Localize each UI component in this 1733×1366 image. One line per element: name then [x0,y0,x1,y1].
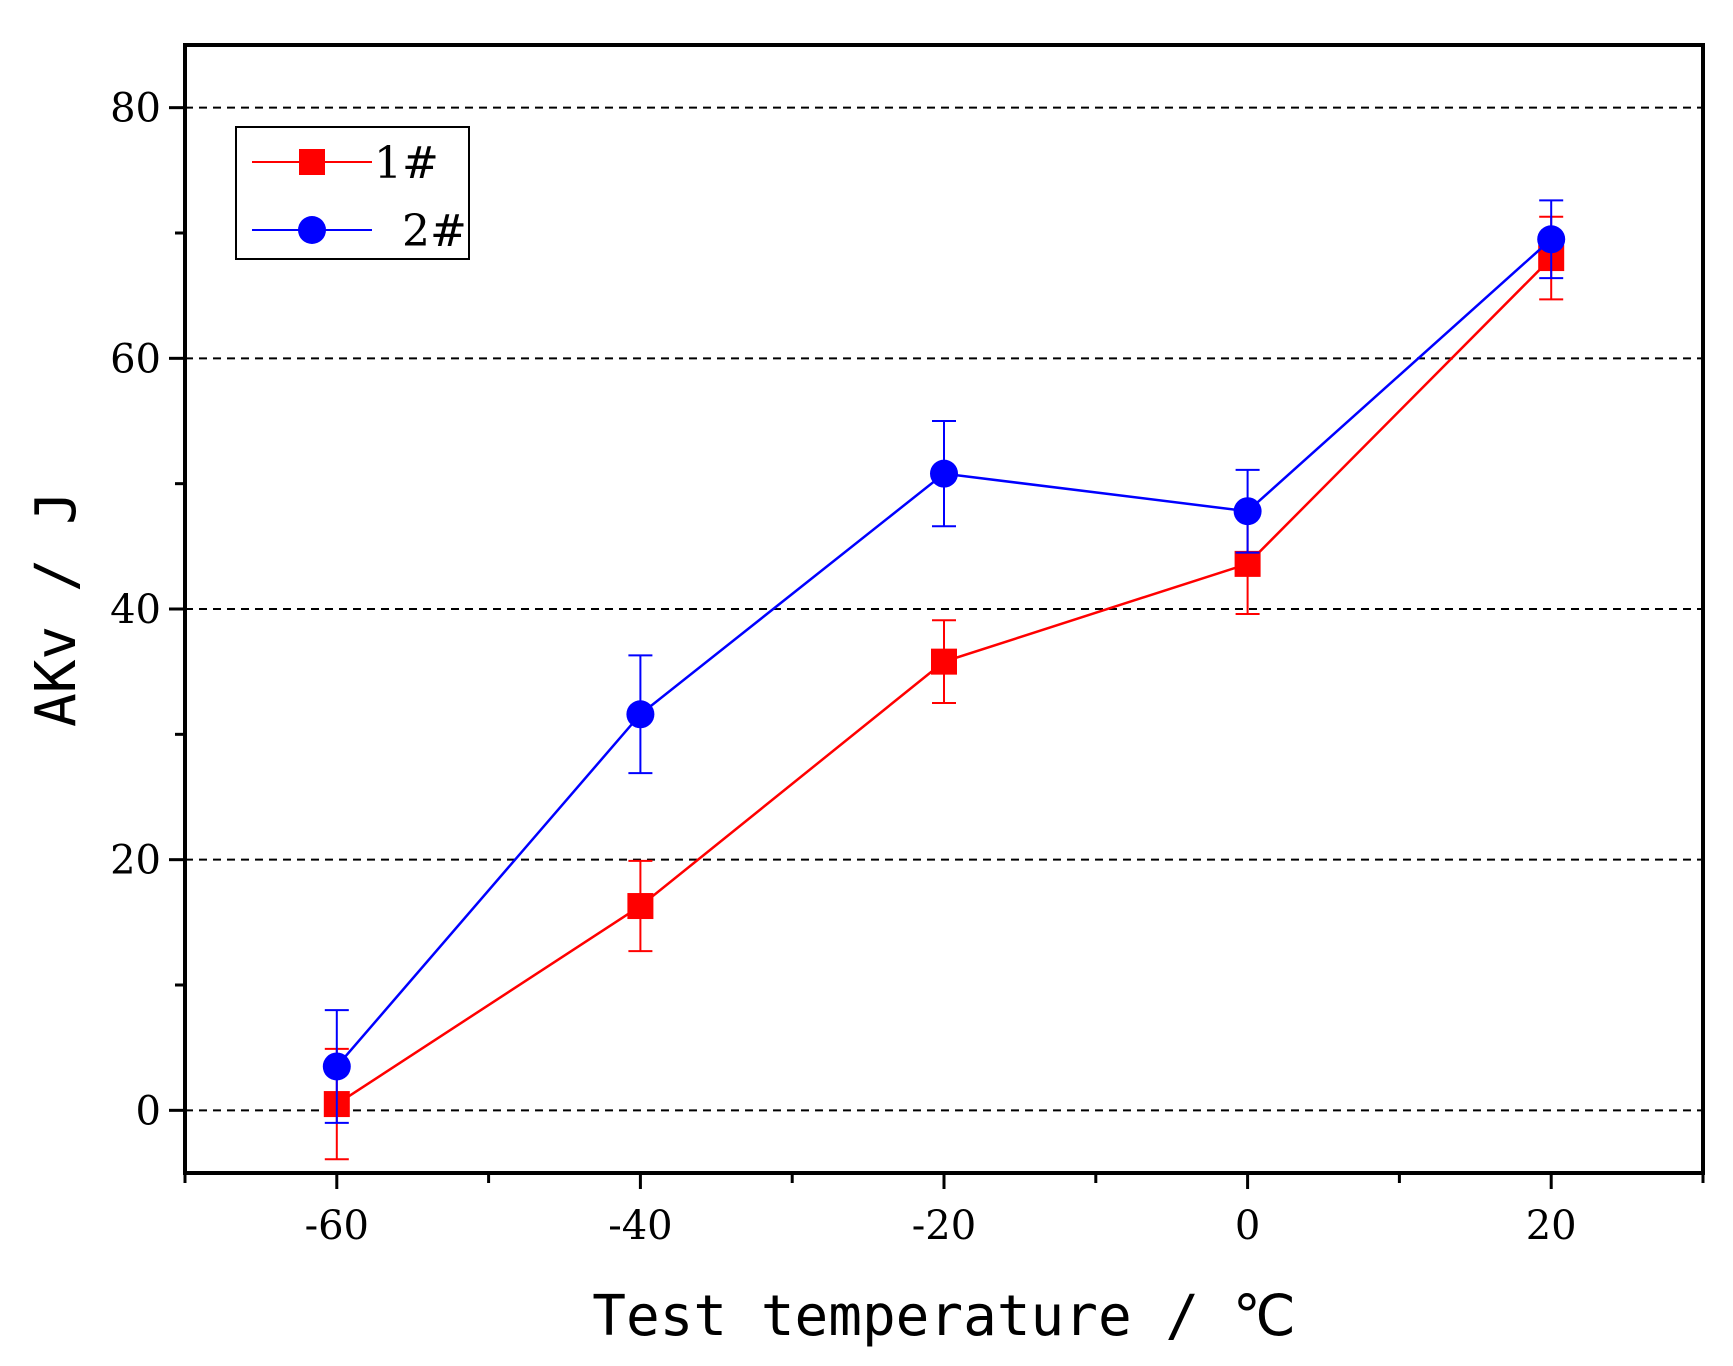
y-tick-labels: 0 20 40 60 80 [110,86,161,1135]
x-tick-label-1: -40 [608,1203,672,1249]
data-point-series-2-1 [626,700,655,729]
x-tick-label-2: -20 [912,1203,976,1249]
y-tick-label-3: 60 [110,336,161,382]
data-point-series-1-2 [931,648,957,675]
legend-marker-series-1 [299,149,325,175]
legend-box [235,126,470,260]
legend-label-series-1: 1# [374,138,439,189]
x-tick-labels: -60 -40 -20 0 20 [305,1203,1577,1249]
data-point-series-2-2 [930,459,958,488]
legend: 1# 2# [235,126,470,260]
y-axis-title: AKv / J [24,491,89,727]
x-tick-label-3: 0 [1235,1203,1260,1249]
x-tick-label-4: 20 [1526,1203,1577,1249]
plot-frame [183,43,1705,1175]
legend-label-series-2: 2# [402,206,467,257]
gridlines [185,106,1703,1112]
y-tick-label-4: 80 [110,86,161,132]
data-series [322,199,1566,1161]
legend-marker-series-2 [298,216,326,244]
axis-ticks [169,106,1705,1189]
data-point-series-2-3 [1233,497,1262,526]
y-tick-label-1: 20 [110,838,161,884]
series-2 [322,199,1566,1124]
y-tick-label-2: 40 [110,587,161,633]
data-point-series-2-0 [322,1052,351,1081]
data-point-series-1-1 [627,893,654,920]
x-tick-label-0: -60 [305,1203,369,1249]
data-point-series-2-4 [1537,225,1566,254]
data-point-series-1-3 [1234,550,1261,577]
y-tick-label-0: 0 [136,1088,161,1134]
x-axis-title: Test temperature / ℃ [592,1284,1295,1349]
